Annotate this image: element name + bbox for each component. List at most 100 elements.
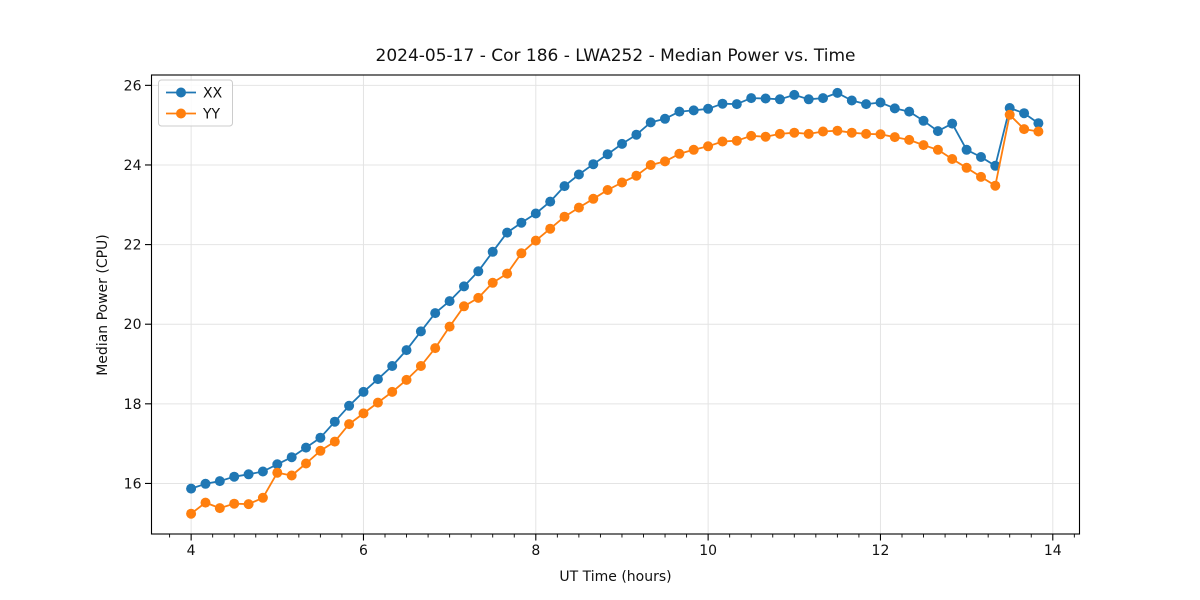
data-point-YY bbox=[473, 292, 484, 303]
data-point-XX bbox=[617, 138, 627, 149]
data-point-XX bbox=[502, 227, 513, 238]
data-point-XX bbox=[688, 105, 699, 116]
data-point-XX bbox=[200, 478, 211, 489]
data-point-YY bbox=[502, 268, 513, 279]
data-point-YY bbox=[401, 374, 412, 385]
data-point-YY bbox=[516, 248, 527, 259]
data-point-YY bbox=[229, 498, 240, 509]
x-tick-label: 4 bbox=[187, 543, 196, 559]
data-point-YY bbox=[688, 144, 699, 155]
data-point-XX bbox=[430, 308, 441, 319]
data-point-XX bbox=[573, 169, 584, 180]
legend-label-XX: XX bbox=[203, 86, 223, 102]
data-point-XX bbox=[243, 469, 254, 480]
data-point-XX bbox=[588, 159, 599, 170]
data-point-YY bbox=[301, 458, 311, 469]
data-point-XX bbox=[961, 144, 972, 155]
data-point-YY bbox=[358, 408, 369, 419]
y-tick-label: 16 bbox=[124, 476, 142, 492]
data-point-YY bbox=[645, 160, 656, 170]
data-point-YY bbox=[717, 136, 728, 147]
data-point-YY bbox=[372, 397, 383, 408]
data-point-YY bbox=[875, 129, 886, 140]
data-point-XX bbox=[774, 94, 785, 105]
data-point-YY bbox=[731, 135, 742, 146]
data-point-YY bbox=[803, 128, 814, 139]
data-point-XX bbox=[832, 87, 843, 98]
data-point-YY bbox=[214, 503, 225, 514]
data-point-YY bbox=[889, 132, 900, 143]
data-point-YY bbox=[272, 467, 283, 478]
data-point-XX bbox=[717, 98, 728, 109]
data-point-XX bbox=[473, 266, 484, 277]
data-point-YY bbox=[660, 156, 670, 167]
data-point-XX bbox=[487, 246, 498, 257]
data-point-YY bbox=[545, 223, 556, 234]
data-point-XX bbox=[401, 345, 412, 356]
data-point-XX bbox=[459, 281, 469, 292]
data-point-XX bbox=[516, 217, 527, 228]
data-point-YY bbox=[444, 321, 455, 332]
data-point-YY bbox=[459, 301, 469, 312]
data-point-YY bbox=[344, 419, 355, 430]
data-point-XX bbox=[186, 483, 197, 494]
data-point-XX bbox=[444, 296, 455, 307]
data-point-XX bbox=[818, 93, 828, 104]
data-point-XX bbox=[746, 93, 757, 104]
gridlines bbox=[151, 75, 1080, 534]
data-point-YY bbox=[617, 177, 627, 188]
data-point-YY bbox=[257, 492, 268, 503]
data-point-XX bbox=[315, 432, 326, 443]
data-point-YY bbox=[588, 193, 599, 204]
data-point-XX bbox=[674, 106, 685, 117]
y-axis-label: Median Power (CPU) bbox=[95, 234, 111, 376]
data-point-XX bbox=[976, 152, 986, 162]
data-point-YY bbox=[487, 277, 498, 288]
data-point-YY bbox=[760, 131, 771, 142]
data-point-XX bbox=[947, 118, 958, 129]
data-point-YY bbox=[186, 508, 197, 519]
data-point-YY bbox=[602, 185, 613, 195]
data-point-XX bbox=[372, 374, 383, 385]
y-tick-label: 18 bbox=[124, 397, 142, 413]
data-point-YY bbox=[329, 436, 340, 447]
data-point-YY bbox=[415, 361, 426, 371]
data-point-YY bbox=[789, 127, 800, 138]
data-point-XX bbox=[803, 94, 814, 105]
x-axis-label: UT Time (hours) bbox=[559, 569, 672, 585]
x-tick-label: 6 bbox=[359, 543, 368, 559]
data-point-YY bbox=[631, 170, 642, 181]
data-point-XX bbox=[1019, 108, 1030, 119]
data-point-YY bbox=[387, 386, 398, 397]
data-point-YY bbox=[315, 445, 326, 456]
data-point-YY bbox=[1033, 126, 1044, 137]
data-point-YY bbox=[746, 130, 757, 141]
data-point-XX bbox=[932, 126, 943, 137]
y-tick-label: 24 bbox=[124, 158, 142, 174]
legend-label-YY: YY bbox=[202, 107, 221, 123]
data-point-XX bbox=[703, 103, 714, 114]
data-point-YY bbox=[818, 126, 828, 137]
data-point-XX bbox=[861, 99, 872, 110]
data-point-XX bbox=[889, 103, 900, 114]
data-point-XX bbox=[358, 386, 369, 397]
data-point-XX bbox=[645, 117, 656, 128]
chart-title: 2024-05-17 - Cor 186 - LWA252 - Median P… bbox=[375, 46, 856, 66]
data-point-XX bbox=[1033, 118, 1044, 129]
axis-ticks: 4 6 8 10 12 14 16 18 20 22 24 26 bbox=[124, 78, 1075, 559]
data-point-XX bbox=[214, 476, 225, 487]
data-point-XX bbox=[257, 466, 268, 477]
data-point-XX bbox=[329, 416, 340, 427]
data-point-XX bbox=[760, 93, 771, 104]
y-tick-label: 26 bbox=[124, 78, 142, 94]
data-point-XX bbox=[559, 181, 570, 192]
data-point-YY bbox=[947, 154, 958, 164]
data-point-YY bbox=[674, 148, 685, 159]
data-point-YY bbox=[243, 499, 254, 510]
data-point-XX bbox=[229, 471, 240, 482]
data-point-XX bbox=[846, 95, 857, 106]
y-tick-label: 20 bbox=[124, 317, 142, 333]
y-tick-label: 22 bbox=[124, 238, 142, 254]
data-point-XX bbox=[918, 115, 929, 126]
